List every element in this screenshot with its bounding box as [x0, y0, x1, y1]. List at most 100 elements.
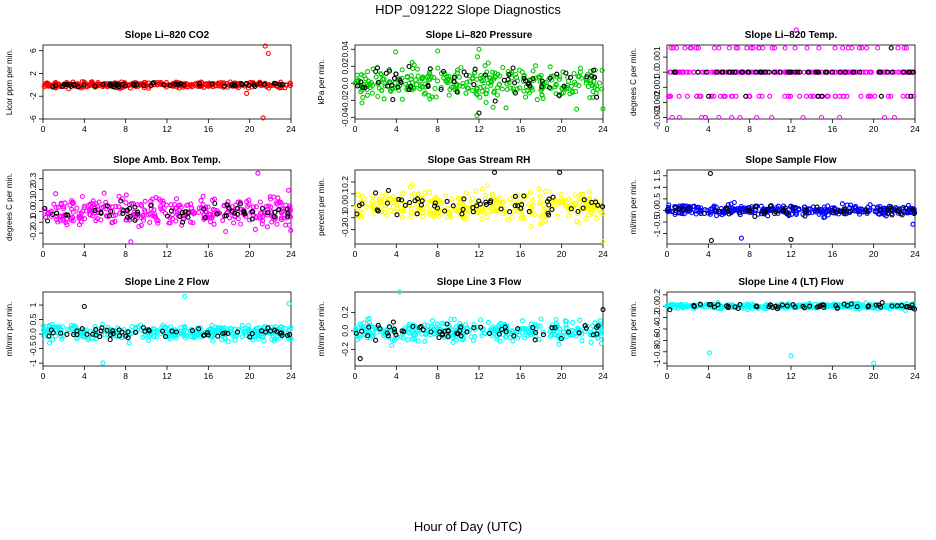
point-black	[276, 207, 282, 213]
point-black	[148, 203, 154, 209]
point-black	[384, 200, 390, 206]
point-yellow	[571, 200, 578, 206]
point-black	[591, 67, 597, 73]
point-green	[499, 86, 505, 92]
point-yellow	[489, 192, 496, 199]
point-cyan	[76, 332, 82, 338]
point-cyan	[92, 324, 98, 330]
point-black	[775, 304, 781, 310]
panel-9: Slope Line 4 (LT) Flow ml/min per min. 0 4 8…	[629, 277, 920, 381]
point-cyan	[391, 338, 397, 344]
x-tick-label: 8	[747, 124, 752, 134]
point-cyan	[706, 350, 712, 356]
point-magenta	[875, 45, 881, 51]
point-magenta	[55, 219, 61, 225]
point-black	[104, 327, 110, 333]
point-yellow	[458, 195, 464, 202]
point-black	[160, 328, 166, 334]
point-magenta	[87, 201, 93, 207]
point-magenta	[767, 93, 773, 99]
point-cyan	[718, 306, 724, 312]
point-black	[396, 196, 402, 202]
point-magenta	[872, 93, 878, 99]
point-green	[355, 78, 361, 84]
point-yellow	[369, 203, 375, 209]
point-magenta	[673, 45, 680, 51]
point-yellow	[562, 202, 568, 208]
point-black	[406, 63, 412, 70]
point-black	[177, 213, 183, 219]
point-black	[879, 300, 885, 306]
y-tick-label: 1	[652, 185, 662, 190]
point-blue	[793, 209, 799, 215]
point-black	[540, 332, 546, 338]
point-cyan	[411, 336, 417, 342]
point-magenta	[55, 204, 61, 210]
x-tick-label: 20	[869, 124, 879, 134]
point-green	[513, 75, 520, 81]
point-green	[490, 69, 496, 75]
point-yellow	[461, 214, 467, 220]
point-cyan	[744, 301, 750, 307]
point-cyan	[871, 360, 877, 366]
x-tick-label: 0	[41, 371, 46, 381]
point-black	[499, 326, 505, 333]
point-green	[464, 85, 470, 91]
point-black	[108, 208, 114, 215]
point-black	[703, 69, 709, 75]
point-green	[569, 89, 576, 95]
point-cyan	[154, 334, 160, 340]
point-red	[44, 82, 50, 88]
point-blue	[821, 215, 827, 221]
point-black	[802, 208, 808, 214]
y-tick-label: 0.2	[28, 183, 38, 195]
point-cyan	[151, 334, 157, 340]
x-tick-label: 12	[162, 249, 172, 259]
point-yellow	[594, 215, 600, 221]
x-tick-label: 4	[394, 371, 399, 381]
point-yellow	[591, 211, 597, 217]
x-tick-label: 8	[435, 124, 440, 134]
point-magenta	[864, 45, 870, 51]
point-black	[172, 81, 178, 87]
point-magenta	[149, 196, 155, 202]
point-blue	[793, 211, 799, 217]
point-magenta	[800, 114, 806, 121]
panel-title: Slope Sample Flow	[745, 155, 836, 166]
point-magenta	[769, 45, 775, 51]
point-black	[714, 69, 720, 75]
point-green	[572, 79, 578, 85]
point-cyan	[510, 338, 516, 344]
point-green	[419, 84, 425, 90]
point-yellow	[584, 206, 591, 212]
point-black	[93, 332, 99, 338]
point-black	[899, 212, 905, 218]
point-green	[360, 94, 366, 100]
point-yellow	[388, 196, 394, 202]
y-tick-label: -0.02	[340, 90, 350, 110]
point-black	[50, 84, 56, 90]
point-black	[584, 74, 590, 80]
point-magenta	[716, 114, 722, 121]
point-black	[788, 69, 794, 75]
point-red	[210, 84, 216, 90]
panel-title: Slope Li–820 CO2	[125, 30, 210, 41]
point-cyan	[451, 316, 457, 323]
point-cyan	[211, 330, 217, 336]
y-tick-label: 6	[28, 48, 38, 53]
point-magenta	[750, 45, 756, 51]
point-black	[116, 333, 122, 339]
point-black	[116, 84, 122, 90]
point-green	[354, 72, 360, 78]
point-magenta	[255, 170, 261, 176]
point-cyan	[577, 317, 583, 323]
point-black	[483, 202, 489, 208]
point-black	[805, 69, 812, 75]
point-cyan	[218, 325, 224, 331]
point-magenta	[735, 45, 741, 51]
point-green	[530, 68, 536, 74]
point-green	[467, 79, 473, 85]
point-black	[132, 204, 138, 210]
x-tick-label: 16	[828, 124, 838, 134]
point-yellow	[531, 202, 537, 208]
